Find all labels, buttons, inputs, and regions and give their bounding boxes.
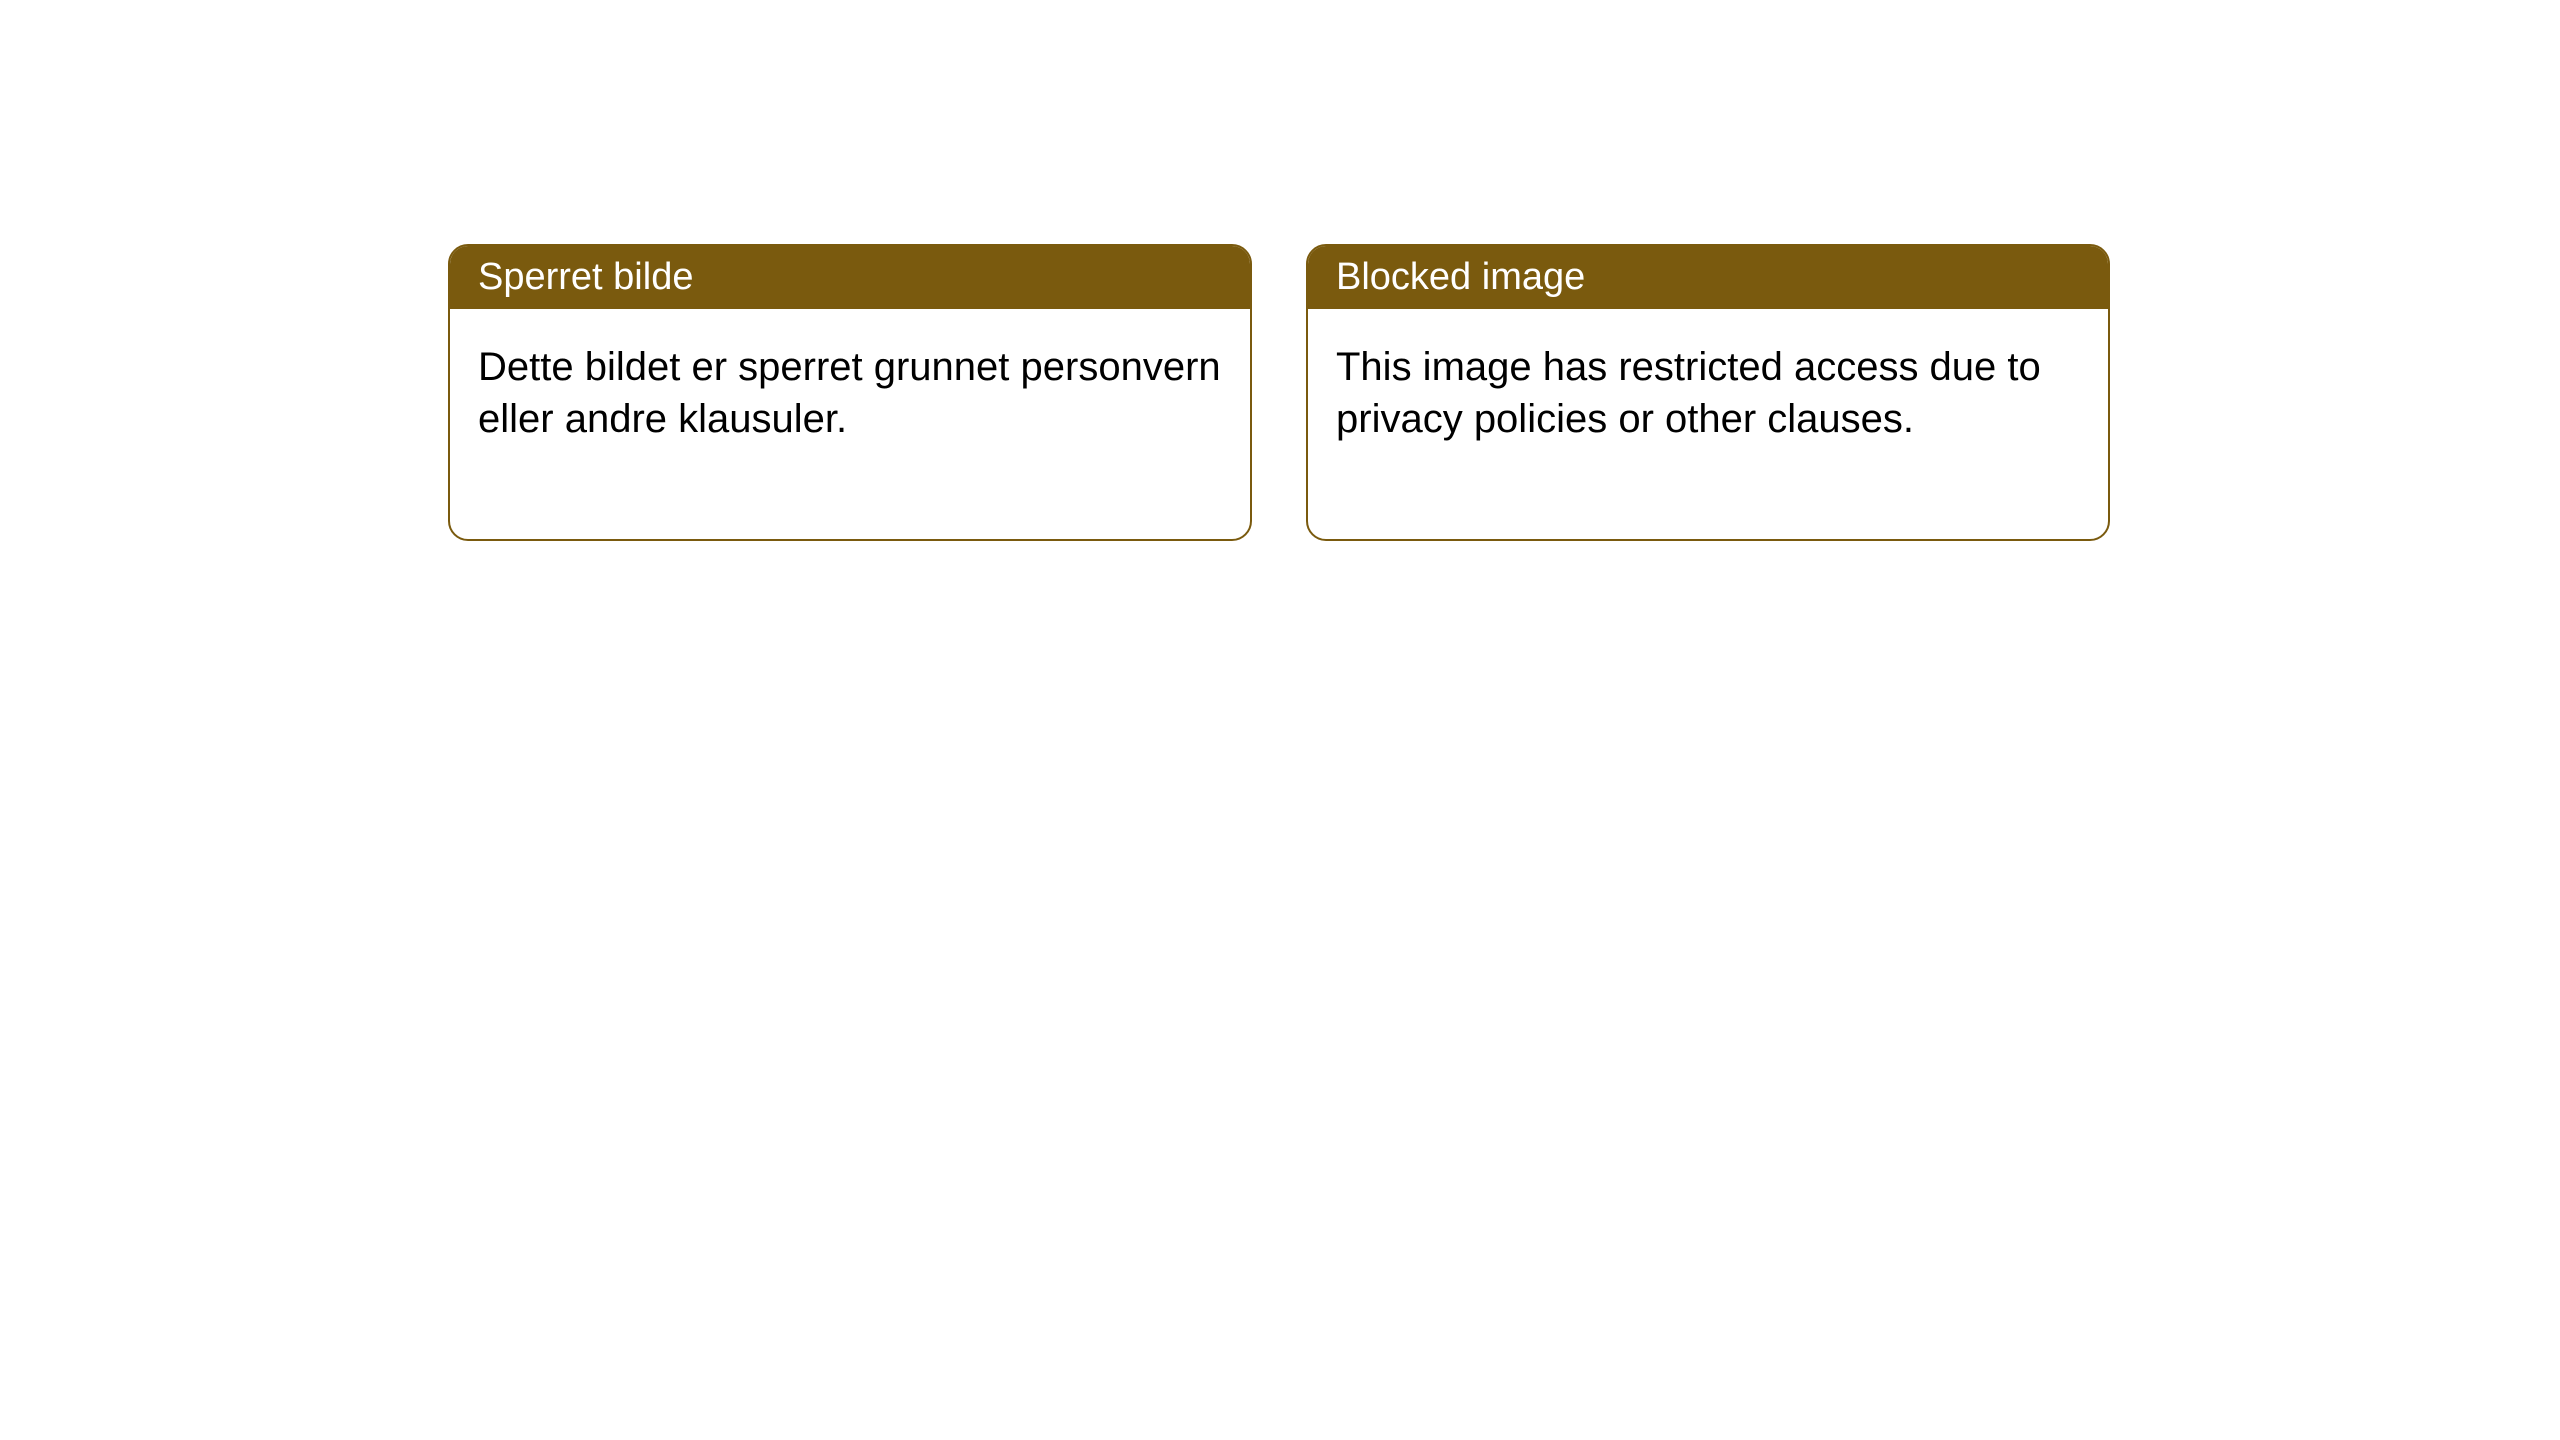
card-header-no: Sperret bilde [450,246,1250,309]
blocked-image-card-no: Sperret bilde Dette bildet er sperret gr… [448,244,1252,541]
card-body-en: This image has restricted access due to … [1308,309,2108,539]
card-body-no: Dette bildet er sperret grunnet personve… [450,309,1250,539]
card-header-en: Blocked image [1308,246,2108,309]
blocked-image-notices: Sperret bilde Dette bildet er sperret gr… [448,244,2110,541]
blocked-image-card-en: Blocked image This image has restricted … [1306,244,2110,541]
